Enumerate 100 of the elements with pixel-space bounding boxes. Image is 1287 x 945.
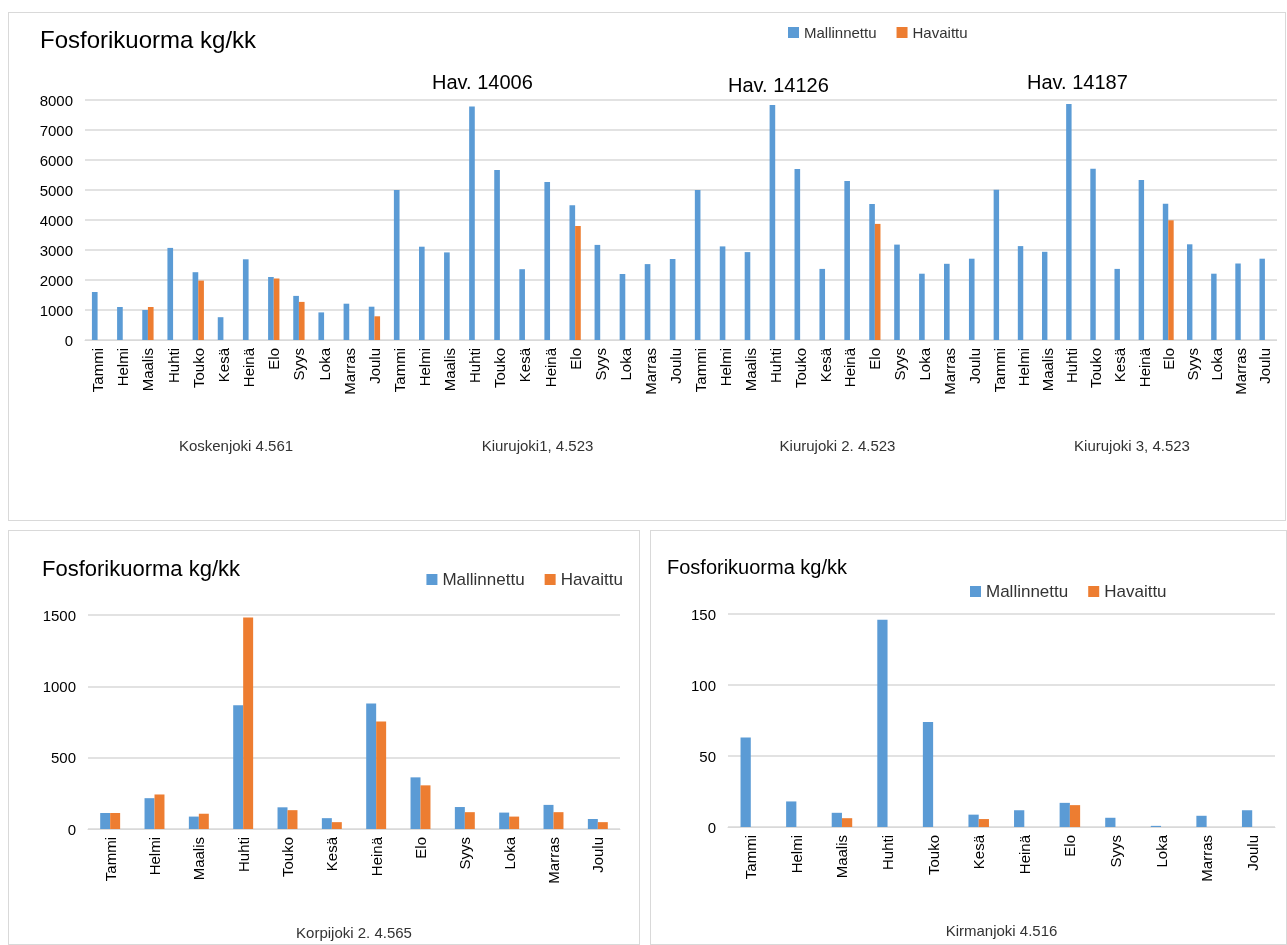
x-tick-label: Marras xyxy=(641,348,659,395)
x-tick-label: Elo xyxy=(265,348,283,370)
legend-label: Mallinnettu xyxy=(986,582,1069,601)
bar xyxy=(1114,268,1120,340)
bar xyxy=(841,818,853,827)
bar xyxy=(1069,805,1081,827)
bar xyxy=(318,312,325,340)
x-tick-label: Loka xyxy=(315,347,333,381)
x-tick-label: Maalis xyxy=(139,348,157,392)
bar xyxy=(469,106,475,340)
x-tick-label: Kesä xyxy=(816,347,834,383)
bar xyxy=(1059,802,1070,827)
bar xyxy=(277,807,288,829)
y-tick-label: 0 xyxy=(67,820,76,838)
x-tick-label: Loka xyxy=(616,347,634,381)
bar xyxy=(142,310,148,340)
bar xyxy=(944,263,950,340)
x-tick-label: Loka xyxy=(500,836,518,870)
bar xyxy=(321,818,332,829)
x-tick-label: Tammi xyxy=(990,348,1008,393)
bar xyxy=(1186,244,1193,340)
x-tick-label: Huhti xyxy=(879,835,897,871)
bar xyxy=(144,798,155,829)
bar xyxy=(454,807,465,829)
bar xyxy=(444,252,450,340)
bar xyxy=(1211,273,1217,340)
x-tick-label: Tammi xyxy=(691,348,709,393)
x-tick-label: Tammi xyxy=(742,835,760,880)
bar xyxy=(719,246,726,340)
bar xyxy=(464,812,475,829)
bar xyxy=(543,804,554,829)
y-tick-label: 4000 xyxy=(39,211,73,229)
x-tick-label: Loka xyxy=(916,347,934,381)
bar xyxy=(993,189,1000,340)
x-tick-label: Maalis xyxy=(741,348,759,392)
legend-label: Mallinnettu xyxy=(442,570,525,589)
bar xyxy=(509,816,520,829)
bar xyxy=(376,721,387,829)
x-tick-label: Loka xyxy=(1152,834,1170,868)
y-tick-label: 0 xyxy=(64,331,73,349)
legend-label: Havaittu xyxy=(560,570,624,589)
text: Hav. 14187 xyxy=(1027,71,1128,93)
bar xyxy=(1066,103,1072,340)
x-axis-title: Korpijoki 2. 4.565 xyxy=(296,924,412,941)
x-tick-label: Joulu xyxy=(365,348,383,384)
x-tick-label: Kesä xyxy=(214,347,232,383)
x-tick-label: Kesä xyxy=(970,834,988,870)
text: Hav. 14126 xyxy=(728,74,829,96)
y-tick-label: 50 xyxy=(699,747,716,765)
x-tick-label: Elo xyxy=(566,348,584,370)
bar xyxy=(298,301,305,340)
y-tick-label: 500 xyxy=(50,749,76,767)
x-tick-label: Kesä xyxy=(323,836,341,872)
x-tick-label: Syys xyxy=(1106,835,1124,868)
legend-label: Havaittu xyxy=(1104,582,1167,601)
bar xyxy=(1168,220,1174,340)
x-tick-label: Elo xyxy=(1159,348,1177,370)
x-tick-label: Huhti xyxy=(466,348,484,384)
x-tick-label: Tammi xyxy=(391,348,409,393)
x-tick-label: Syys xyxy=(456,837,474,870)
x-tick-label: Touko xyxy=(924,835,942,876)
bar xyxy=(117,307,123,340)
x-tick-label: Kesä xyxy=(1111,347,1129,383)
x-tick-label: Tammi xyxy=(101,837,119,882)
x-tick-label: Kesä xyxy=(516,347,534,383)
x-tick-label: Marras xyxy=(340,348,358,395)
y-tick-label: 0 xyxy=(707,818,716,836)
x-tick-label: Marras xyxy=(1198,835,1216,882)
bar xyxy=(393,190,400,340)
bar xyxy=(494,169,500,340)
x-axis-title: Kiurujoki 2. 4.523 xyxy=(779,437,896,454)
bar xyxy=(366,703,377,829)
x-tick-label: Touko xyxy=(189,348,207,389)
y-tick-label: 150 xyxy=(690,605,716,623)
bar xyxy=(147,307,154,340)
x-tick-label: Helmi xyxy=(416,348,434,387)
y-tick-label: 1000 xyxy=(39,301,73,319)
text: Hav. 14006 xyxy=(432,71,533,93)
bar xyxy=(569,205,576,340)
bar xyxy=(331,822,342,829)
x-tick-label: Huhti xyxy=(766,348,784,384)
y-tick-label: 1500 xyxy=(42,606,76,624)
x-tick-label: Marras xyxy=(941,348,959,395)
bar xyxy=(819,268,826,340)
x-tick-label: Syys xyxy=(290,348,308,381)
x-tick-label: Touko xyxy=(491,348,509,389)
x-tick-label: Helmi xyxy=(146,837,163,876)
legend-label: Mallinnettu xyxy=(804,24,877,41)
x-tick-label: Joulu xyxy=(1243,835,1261,871)
bar xyxy=(242,259,249,340)
x-tick-label: Touko xyxy=(1087,348,1105,389)
bar xyxy=(410,777,421,829)
x-tick-label: Helmi xyxy=(114,348,132,387)
y-tick-label: 2000 xyxy=(39,271,73,289)
bar xyxy=(420,785,431,829)
bar xyxy=(587,819,598,829)
x-tick-label: Touko xyxy=(279,837,296,878)
bar xyxy=(877,619,888,827)
x-tick-label: Joulu xyxy=(966,348,984,384)
bar xyxy=(831,812,842,827)
